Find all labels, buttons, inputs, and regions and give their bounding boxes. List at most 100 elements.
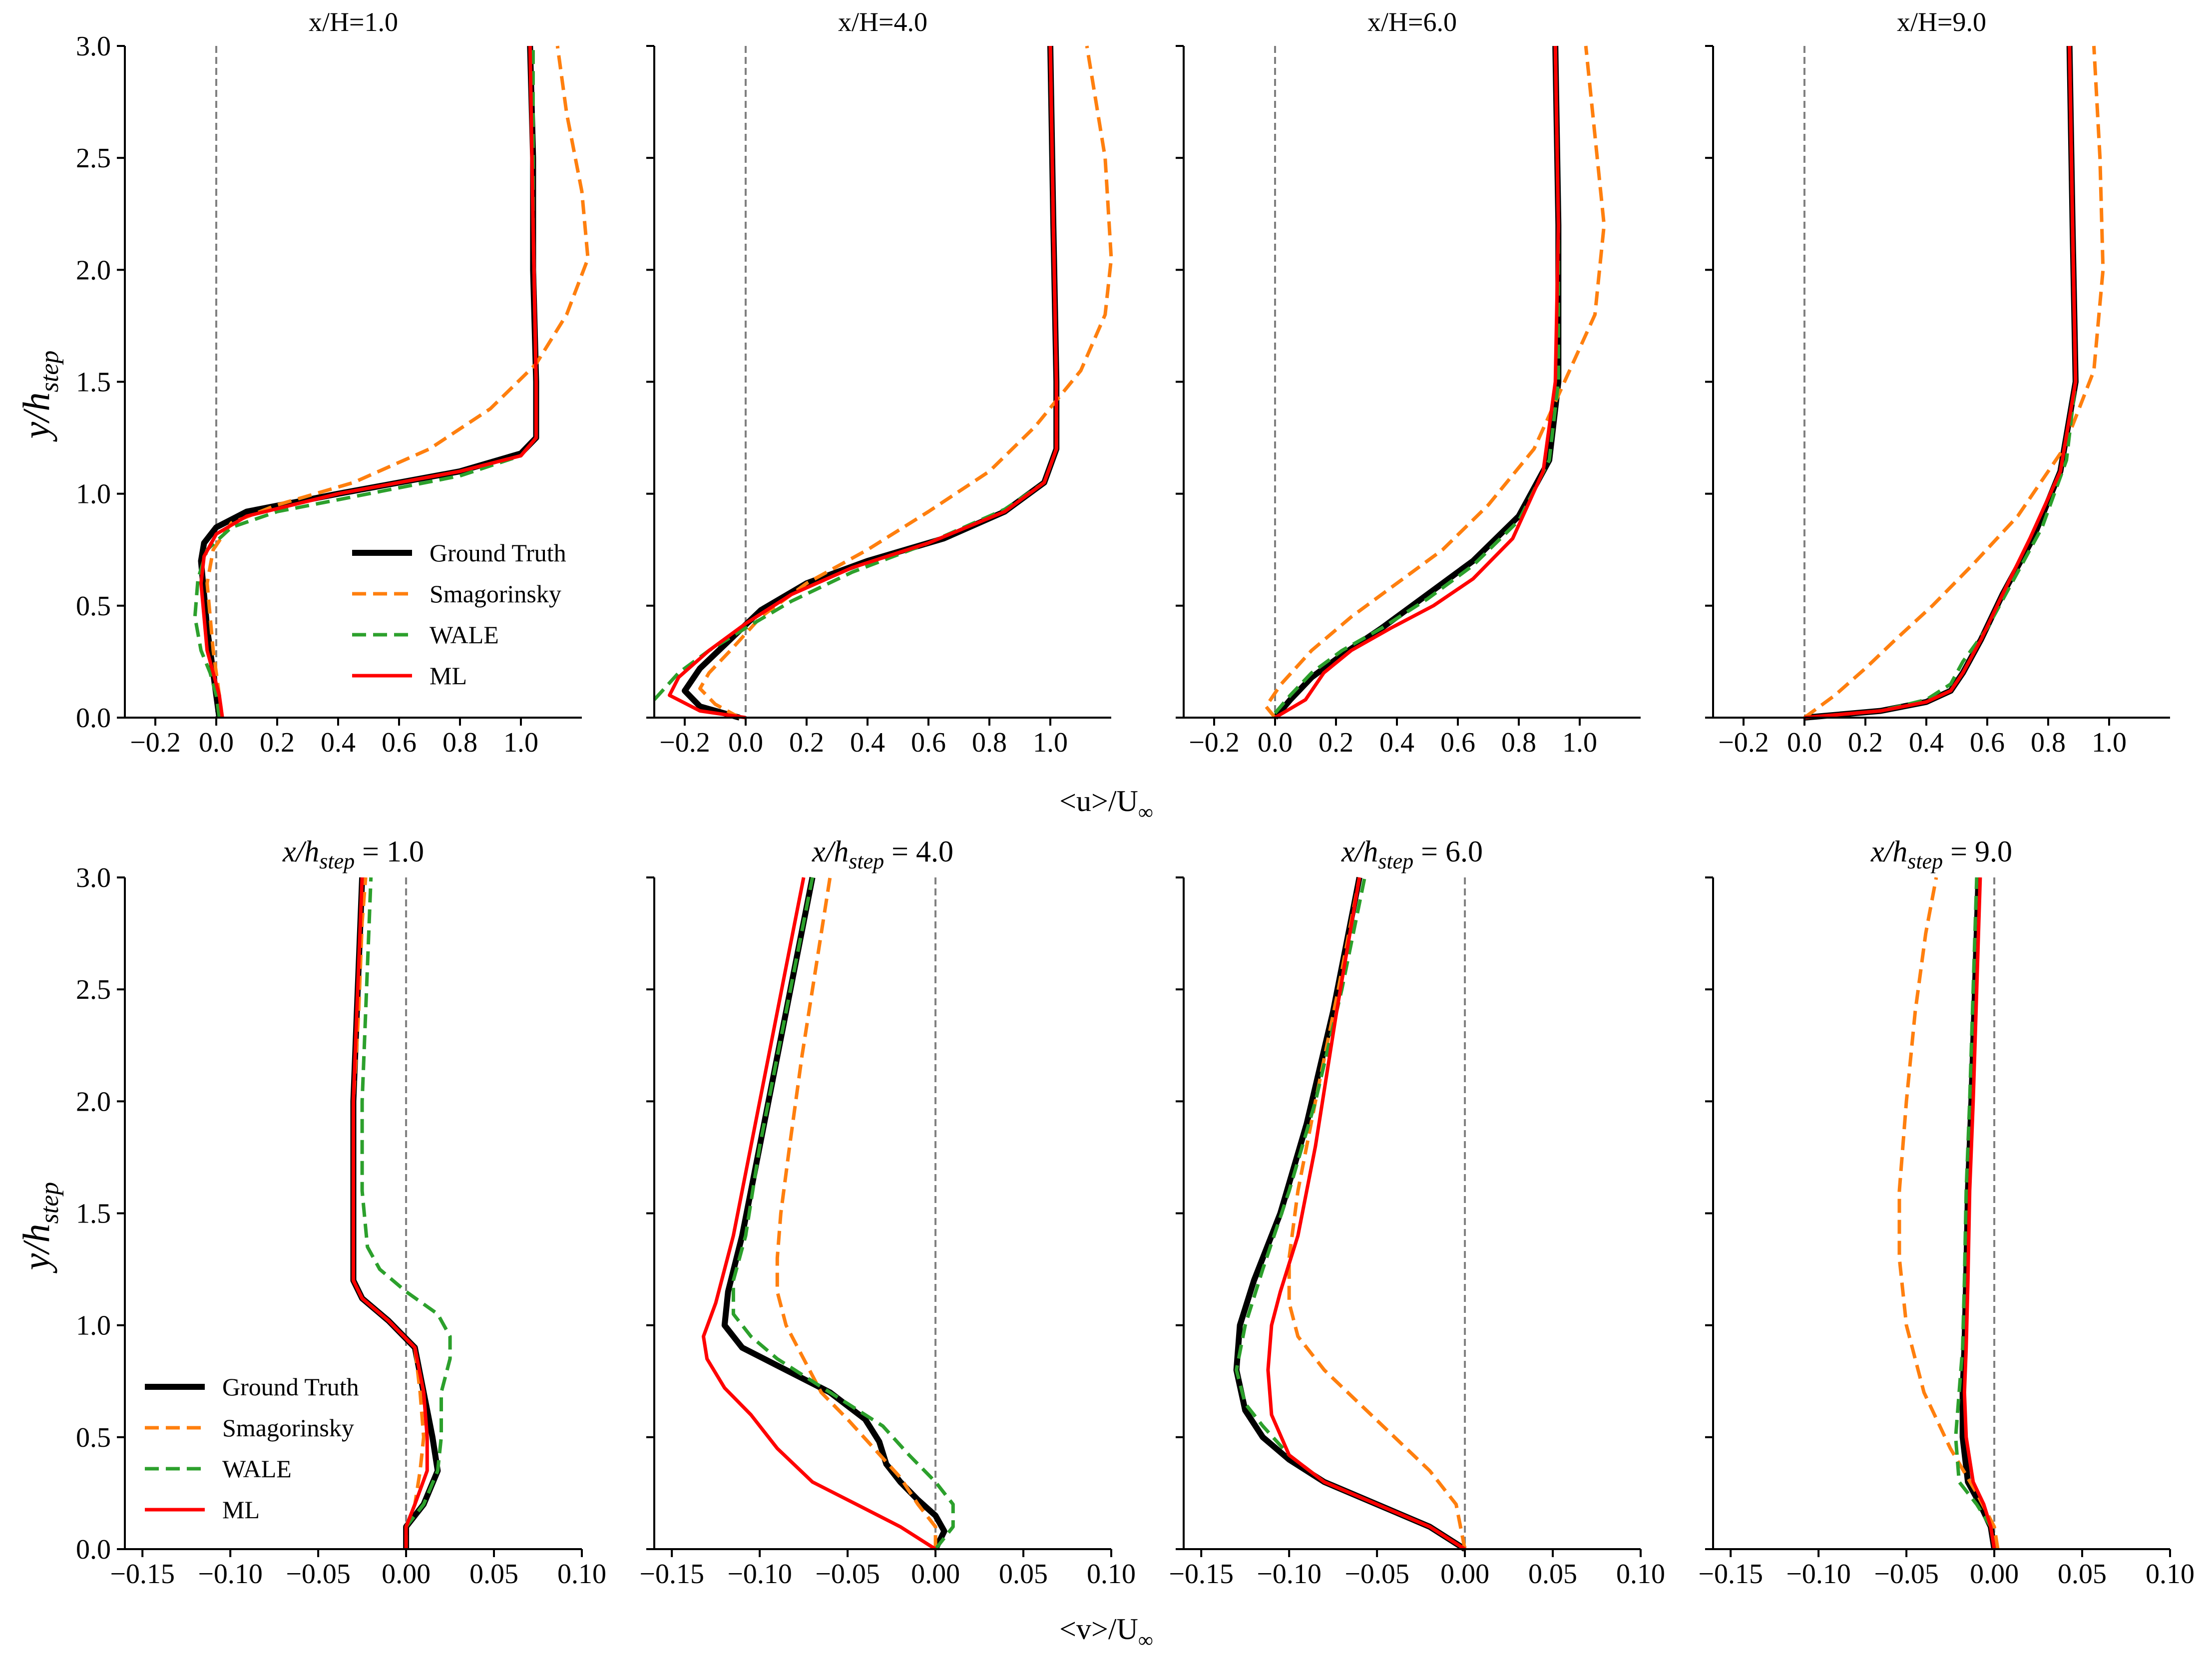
series-line-ml bbox=[702, 877, 936, 1551]
x-tick-label: −0.15 bbox=[110, 1559, 175, 1590]
legend-label: WALE bbox=[430, 621, 499, 649]
y-tick-label: 3.0 bbox=[76, 862, 111, 893]
legend-label: ML bbox=[430, 662, 467, 690]
x-tick-label: −0.05 bbox=[1874, 1559, 1939, 1590]
panels: −0.2 0.0 0.2 0.4 0.6 0.8 1.0 0.0 0.5 1.0 1.5 2.0 2.5… bbox=[76, 7, 2195, 1590]
x-tick-label: 0.2 bbox=[260, 727, 295, 758]
x-tick-label: 0.00 bbox=[1970, 1559, 2019, 1590]
x-tick-label: −0.10 bbox=[727, 1559, 792, 1590]
panel-u-2: −0.2 0.0 0.2 0.4 0.6 0.8 1.0 x/H=4.0 bbox=[646, 7, 1113, 758]
series-line-ground-truth bbox=[721, 876, 947, 1551]
series-line-wale bbox=[193, 46, 538, 718]
x-tick-label: 0.6 bbox=[1970, 727, 2005, 758]
x-tick-label: −0.10 bbox=[1786, 1559, 1851, 1590]
panel-v-3: −0.15 −0.10 −0.05 0.00 0.05 0.10 x/hstep = 6.0 bbox=[1169, 835, 1665, 1590]
panel-title: x/H=4.0 bbox=[838, 7, 927, 37]
y-tick-label: 0.5 bbox=[76, 1422, 111, 1453]
series-line-smagorinsky bbox=[1287, 877, 1467, 1550]
x-tick-label: 0.05 bbox=[469, 1559, 518, 1590]
series-line-ml bbox=[668, 45, 1058, 720]
y-tick-label: 2.0 bbox=[76, 1086, 111, 1117]
u-xlabel: <u>/U∞ bbox=[1059, 785, 1153, 824]
series-line-wale bbox=[1954, 877, 1996, 1550]
panel-u-3: −0.2 0.0 0.2 0.4 0.6 0.8 1.0 x/H=6.0 bbox=[1176, 7, 1641, 758]
panel-v-4: −0.15 −0.10 −0.05 0.00 0.05 0.10 x/hstep = 9.0 bbox=[1698, 835, 2195, 1590]
series-line-wale bbox=[1235, 877, 1466, 1551]
legend: Ground Truth Smagorinsky WALE ML bbox=[352, 539, 566, 690]
x-tick-label: 0.05 bbox=[2058, 1559, 2107, 1590]
x-tick-label: −0.15 bbox=[639, 1559, 704, 1590]
x-tick-label: 0.0 bbox=[1787, 727, 1822, 758]
x-tick-label: −0.15 bbox=[1169, 1559, 1234, 1590]
series-line-smagorinsky bbox=[1803, 45, 2105, 719]
x-tick-label: 1.0 bbox=[1033, 727, 1068, 758]
series-line-smagorinsky bbox=[1897, 877, 2000, 1550]
x-tick-label: 0.0 bbox=[1258, 727, 1293, 758]
x-tick-label: 0.00 bbox=[911, 1559, 960, 1590]
x-tick-label: 0.10 bbox=[557, 1559, 606, 1590]
legend-label: WALE bbox=[222, 1455, 292, 1483]
x-tick-label: 0.00 bbox=[1440, 1559, 1489, 1590]
series-line-ground-truth bbox=[1233, 876, 1467, 1552]
x-tick-label: 0.0 bbox=[199, 727, 234, 758]
x-tick-label: −0.15 bbox=[1698, 1559, 1763, 1590]
series-line-ml bbox=[1804, 45, 2078, 720]
series-line-wale bbox=[731, 877, 955, 1551]
legend-label: Smagorinsky bbox=[430, 580, 561, 608]
y-tick-label: 3.0 bbox=[76, 31, 111, 62]
series-line-smagorinsky bbox=[1264, 45, 1606, 719]
series-line-wale bbox=[1274, 45, 1560, 715]
x-tick-label: 0.0 bbox=[728, 727, 763, 758]
x-tick-label: −0.05 bbox=[1344, 1559, 1409, 1590]
y-tick-label: 2.5 bbox=[76, 974, 111, 1005]
x-tick-label: −0.2 bbox=[1189, 727, 1240, 758]
y-tick-label: 1.0 bbox=[76, 1310, 111, 1341]
panel-title: x/hstep = 1.0 bbox=[282, 835, 424, 873]
panel-title: x/hstep = 4.0 bbox=[812, 835, 953, 873]
x-tick-label: 0.00 bbox=[382, 1559, 431, 1590]
series-line-smagorinsky bbox=[775, 877, 937, 1549]
series-line-smagorinsky bbox=[205, 45, 590, 718]
x-tick-label: 0.6 bbox=[911, 727, 946, 758]
x-tick-label: −0.10 bbox=[1257, 1559, 1322, 1590]
legend: Ground Truth Smagorinsky WALE ML bbox=[145, 1373, 359, 1524]
panel-title: x/H=1.0 bbox=[309, 7, 398, 37]
x-tick-label: 0.8 bbox=[1501, 727, 1536, 758]
panel-u-1: −0.2 0.0 0.2 0.4 0.6 0.8 1.0 0.0 0.5 1.0 1.5 2.0 2.5… bbox=[76, 7, 590, 758]
x-tick-label: 0.10 bbox=[1616, 1559, 1665, 1590]
x-tick-label: 1.0 bbox=[503, 727, 538, 758]
v-xlabel: <v>/U∞ bbox=[1059, 1613, 1153, 1652]
panel-title: x/hstep = 9.0 bbox=[1870, 835, 2012, 873]
y-tick-label: 1.5 bbox=[76, 1199, 111, 1230]
x-tick-label: 0.4 bbox=[1379, 727, 1414, 758]
y-tick-label: 0.5 bbox=[76, 591, 111, 622]
x-tick-label: 0.2 bbox=[1319, 727, 1353, 758]
y-tick-label: 1.0 bbox=[76, 479, 111, 510]
x-tick-label: 0.10 bbox=[1087, 1559, 1136, 1590]
y-tick-label: 1.5 bbox=[76, 367, 111, 398]
x-tick-label: −0.2 bbox=[130, 727, 181, 758]
legend-label: Ground Truth bbox=[222, 1373, 359, 1401]
y-tick-label: 0.0 bbox=[76, 703, 111, 734]
series-line-ml bbox=[1266, 877, 1466, 1551]
x-tick-label: 0.2 bbox=[1848, 727, 1883, 758]
x-tick-label: 0.4 bbox=[321, 727, 356, 758]
series-line-ml bbox=[352, 877, 429, 1549]
x-tick-label: 0.8 bbox=[442, 727, 477, 758]
x-tick-label: −0.2 bbox=[659, 727, 710, 758]
series-line-ml bbox=[199, 45, 538, 718]
x-tick-label: 0.8 bbox=[972, 727, 1007, 758]
x-tick-label: 0.10 bbox=[2146, 1559, 2195, 1590]
series-line-ground-truth bbox=[1804, 45, 2079, 721]
series-line-ground-truth bbox=[198, 45, 539, 718]
series-line-ml bbox=[1274, 45, 1560, 720]
series-line-ground-truth bbox=[1273, 45, 1562, 720]
x-tick-label: 1.0 bbox=[1562, 727, 1597, 758]
series-line-smagorinsky bbox=[698, 45, 1113, 720]
x-tick-label: 0.4 bbox=[1909, 727, 1944, 758]
panel-u-4: −0.2 0.0 0.2 0.4 0.6 0.8 1.0 x/H=9.0 bbox=[1705, 7, 2170, 758]
legend-label: Ground Truth bbox=[430, 539, 566, 567]
panel-v-2: −0.15 −0.10 −0.05 0.00 0.05 0.10 x/hstep = 4.0 bbox=[639, 835, 1136, 1590]
panel-v-1: −0.15 −0.10 −0.05 0.00 0.05 0.10 0.0 0.5 1.0 1.5 2… bbox=[76, 835, 606, 1590]
